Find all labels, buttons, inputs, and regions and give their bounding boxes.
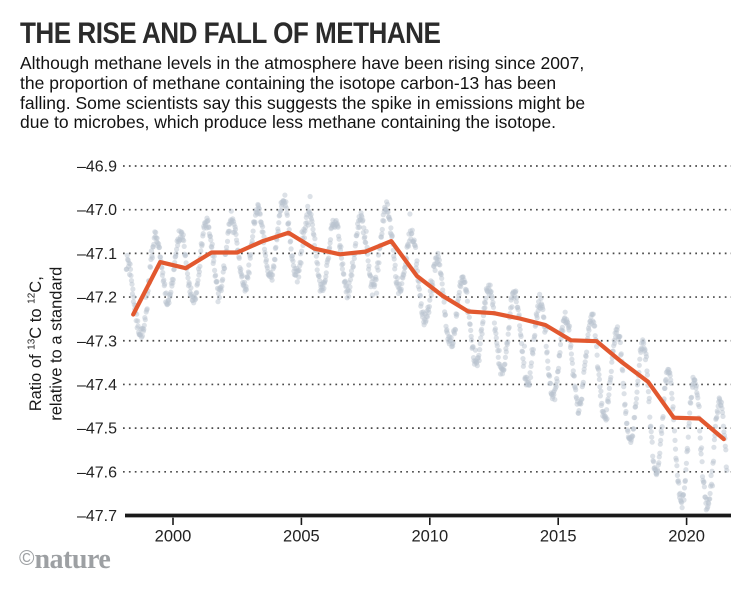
y-tick-label: –47.6 (77, 464, 117, 481)
subtitle-line-2: the proportion of methane containing the… (20, 72, 557, 93)
subtitle-line-1: Although methane levels in the atmospher… (20, 53, 585, 73)
subtitle-line-3: falling. Some scientists say this sugges… (20, 92, 586, 113)
x-tick-label: 2010 (411, 528, 448, 546)
page-title: THE RISE AND FALL OF METHANE (20, 17, 441, 50)
y-axis-title-line-1: Ratio of 13C to 12C, (26, 276, 45, 412)
x-tick-label: 2005 (283, 528, 320, 546)
y-tick-label: –47.3 (77, 333, 117, 350)
x-tick-label: 2015 (540, 528, 577, 546)
y-tick-label: –46.9 (77, 159, 117, 176)
trend-line (131, 230, 726, 442)
x-tick-label: 2020 (668, 528, 705, 546)
subtitle-line-4: due to microbes, which produce less meth… (20, 112, 557, 133)
y-tick-label: –47.1 (77, 246, 117, 263)
y-tick-label: –47.5 (77, 421, 117, 438)
y-tick-label: –47.7 (77, 508, 117, 525)
copyright-symbol: © (19, 547, 35, 570)
y-tick-label: –47.2 (77, 290, 117, 307)
y-axis-title-line-2: relative to a standard (46, 266, 65, 421)
y-tick-labels: –46.9 –47.0 –47.1 –47.2 –47.3 –47.4 –47.5 –47.6… (77, 159, 117, 526)
nature-credit: ©nature (19, 544, 111, 576)
x-ticks: 2000 2005 2010 2015 2020 (155, 517, 705, 546)
x-tick-label: 2000 (155, 528, 192, 546)
chart-subtitle: Although methane levels in the atmospher… (20, 53, 586, 133)
y-tick-label: –47.4 (77, 377, 117, 394)
scatter-series (123, 192, 730, 513)
y-axis-title: Ratio of 13C to 12C, relative to a stand… (22, 224, 66, 464)
y-tick-label: –47.0 (77, 202, 117, 219)
nature-logo: nature (34, 544, 111, 575)
